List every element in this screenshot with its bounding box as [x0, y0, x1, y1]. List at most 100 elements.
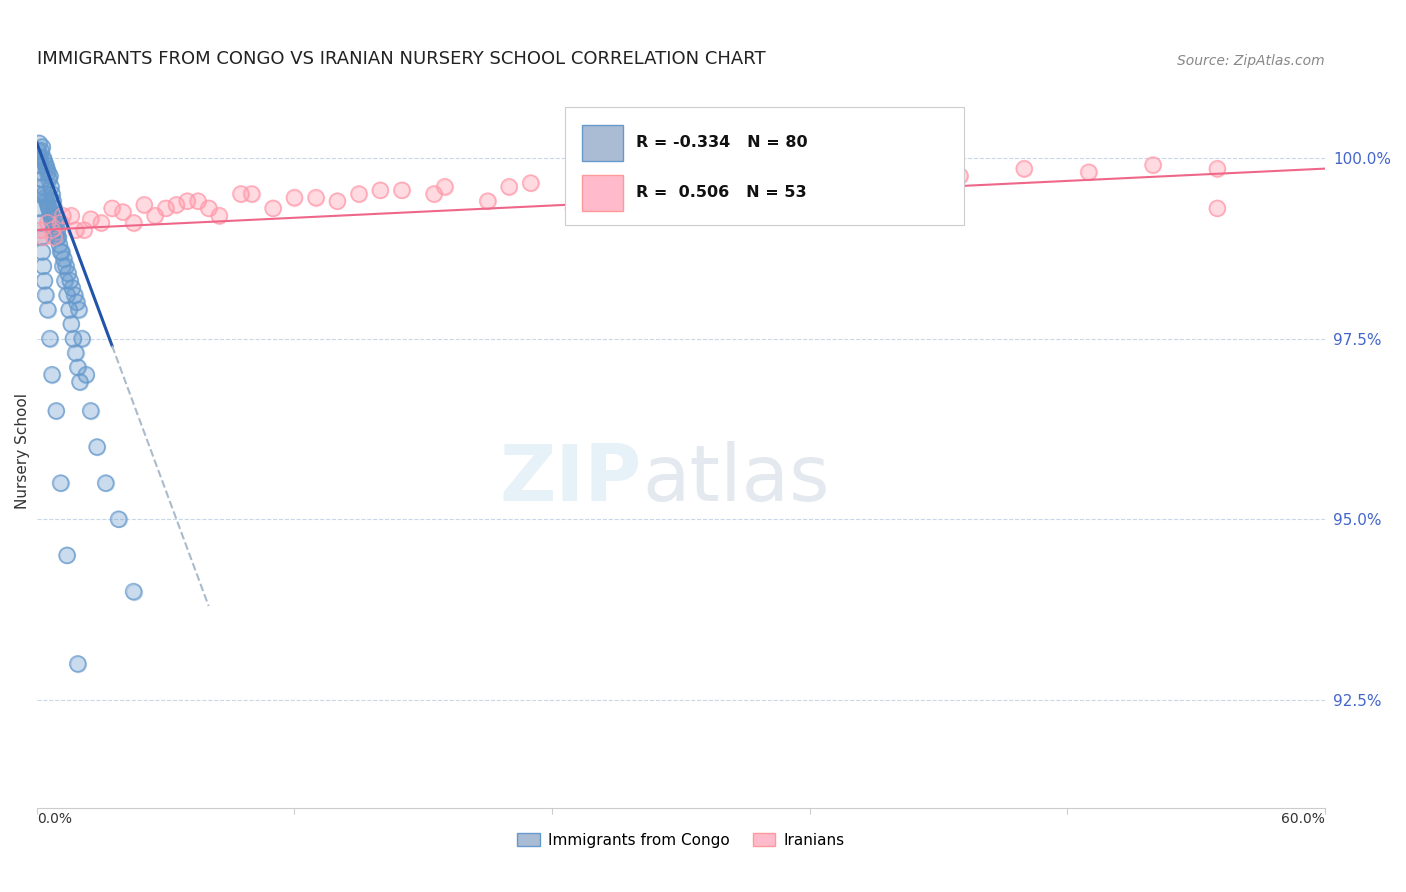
Point [90, 216, 112, 230]
Point [65, 223, 87, 237]
Point [305, 190, 328, 204]
Point [65, 223, 87, 237]
Point [30, 230, 52, 244]
Point [66, 295, 89, 310]
Point [34, 158, 56, 172]
Point [229, 186, 252, 201]
Point [37, 198, 59, 212]
Point [37, 165, 59, 179]
Point [240, 186, 263, 201]
Point [605, 172, 627, 186]
Point [30, 151, 52, 165]
Point [65, 346, 87, 360]
Point [56, 549, 79, 563]
Point [583, 183, 606, 197]
Point [31, 172, 53, 186]
Point [56, 288, 79, 302]
Point [37, 302, 59, 317]
Point [52, 252, 75, 266]
Point [326, 194, 349, 209]
Point [122, 216, 145, 230]
Point [30, 165, 52, 179]
Point [41, 212, 63, 227]
Point [59, 274, 82, 288]
Point [229, 186, 252, 201]
Text: atlas: atlas [643, 442, 830, 517]
Point [49, 476, 72, 491]
Point [1206, 161, 1229, 176]
Point [60, 317, 83, 331]
Point [66, 657, 89, 671]
Point [42, 202, 65, 216]
Point [30, 144, 52, 158]
Text: Source: ZipAtlas.com: Source: ZipAtlas.com [1177, 54, 1324, 68]
Point [42, 230, 65, 244]
Point [49, 244, 72, 259]
Point [34, 274, 56, 288]
Point [583, 183, 606, 197]
Point [52, 259, 75, 273]
Point [42, 219, 65, 234]
Point [39, 179, 62, 194]
Point [42, 194, 65, 209]
Point [86, 440, 108, 454]
Point [30, 158, 52, 172]
Point [35, 194, 58, 209]
Point [56, 288, 79, 302]
Point [143, 209, 166, 223]
Point [391, 183, 413, 197]
Point [79, 404, 101, 418]
Point [67, 302, 90, 317]
Point [31, 140, 53, 154]
Point [30, 158, 52, 172]
Point [48, 230, 70, 244]
Point [38, 169, 60, 183]
Point [41, 212, 63, 227]
Point [27, 186, 49, 201]
Point [41, 223, 63, 237]
Point [28, 136, 51, 151]
Point [45, 227, 67, 241]
Point [41, 223, 63, 237]
Point [283, 190, 305, 204]
Point [41, 368, 63, 382]
Point [48, 237, 70, 252]
Point [1077, 165, 1099, 179]
Point [107, 512, 129, 526]
Point [42, 230, 65, 244]
Point [101, 202, 124, 216]
Point [27, 144, 49, 158]
Point [48, 237, 70, 252]
Point [73, 223, 96, 237]
Point [34, 288, 56, 302]
Point [197, 202, 219, 216]
Point [35, 161, 58, 176]
Point [519, 176, 541, 190]
Point [30, 165, 52, 179]
Text: 60.0%: 60.0% [1281, 812, 1324, 826]
Point [30, 230, 52, 244]
Point [1206, 202, 1229, 216]
Point [86, 440, 108, 454]
Y-axis label: Nursery School: Nursery School [15, 392, 30, 508]
FancyBboxPatch shape [582, 125, 623, 161]
Point [1142, 158, 1164, 172]
Point [605, 172, 627, 186]
Point [111, 205, 134, 219]
Point [56, 267, 79, 281]
Point [45, 404, 67, 418]
Point [79, 212, 101, 227]
Point [49, 476, 72, 491]
Point [208, 209, 231, 223]
Point [305, 190, 328, 204]
Point [734, 169, 756, 183]
Point [62, 332, 84, 346]
Point [32, 179, 55, 194]
Point [820, 165, 842, 179]
Point [46, 230, 69, 244]
Point [37, 165, 59, 179]
Point [262, 202, 284, 216]
Point [155, 202, 177, 216]
Point [42, 216, 65, 230]
Point [31, 172, 53, 186]
